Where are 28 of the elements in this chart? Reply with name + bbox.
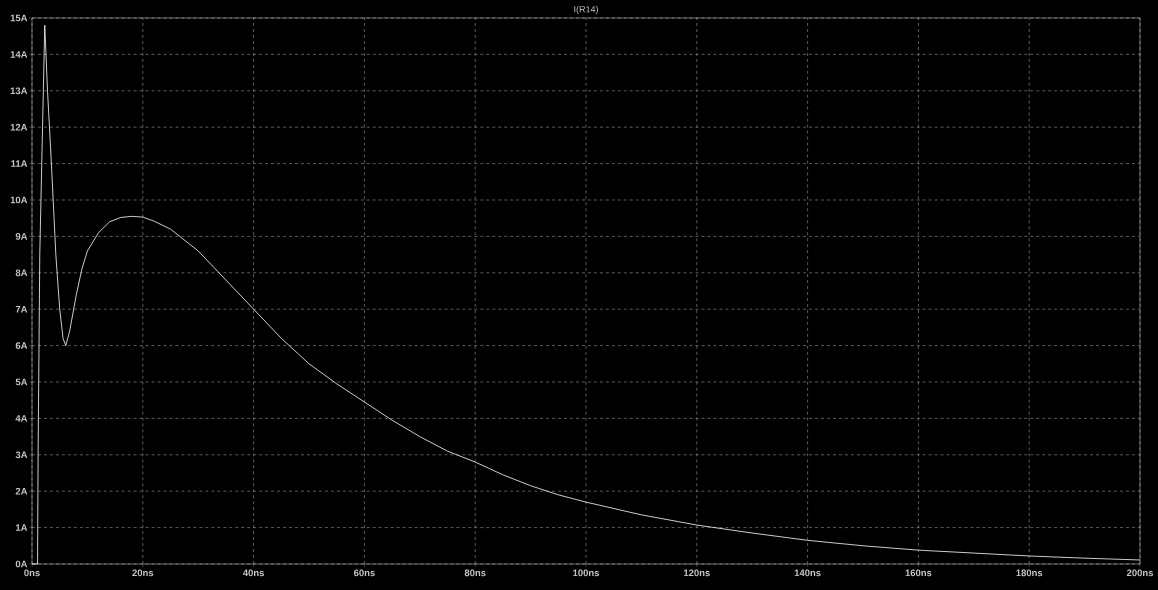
x-tick-label: 180ns bbox=[1016, 569, 1043, 577]
y-tick-label: 3A bbox=[15, 451, 28, 459]
chart-title: I(R14) bbox=[574, 5, 598, 15]
y-tick-label: 5A bbox=[15, 378, 28, 386]
x-tick-label: 160ns bbox=[905, 569, 932, 577]
y-tick-label: 10A bbox=[10, 196, 28, 204]
y-tick-label: 2A bbox=[15, 487, 28, 495]
y-tick-label: 15A bbox=[10, 14, 28, 22]
y-tick-label: 6A bbox=[15, 342, 28, 349]
y-tick-label: 0A bbox=[15, 560, 28, 568]
x-tick-label: 80ns bbox=[464, 569, 486, 577]
y-tick-label: 1A bbox=[15, 524, 28, 531]
x-tick-label: 20ns bbox=[132, 569, 154, 577]
y-tick-label: 11A bbox=[11, 160, 28, 167]
x-tick-label: 60ns bbox=[353, 569, 375, 577]
x-tick-label: 140ns bbox=[794, 569, 821, 577]
y-tick-label: 4A bbox=[15, 415, 28, 422]
x-tick-label: 100ns bbox=[573, 569, 600, 577]
y-tick-label: 9A bbox=[15, 233, 28, 240]
y-tick-label: 14A bbox=[10, 51, 28, 58]
x-tick-label: 200ns bbox=[1126, 569, 1154, 577]
x-tick-label: 0ns bbox=[24, 569, 40, 577]
x-tick-label: 120ns bbox=[683, 569, 710, 577]
y-tick-label: 7A bbox=[15, 305, 28, 313]
y-tick-label: 8A bbox=[15, 269, 28, 277]
y-tick-label: 12A bbox=[10, 123, 28, 131]
y-tick-label: 13A bbox=[10, 87, 28, 95]
x-tick-label: 40ns bbox=[242, 569, 265, 577]
